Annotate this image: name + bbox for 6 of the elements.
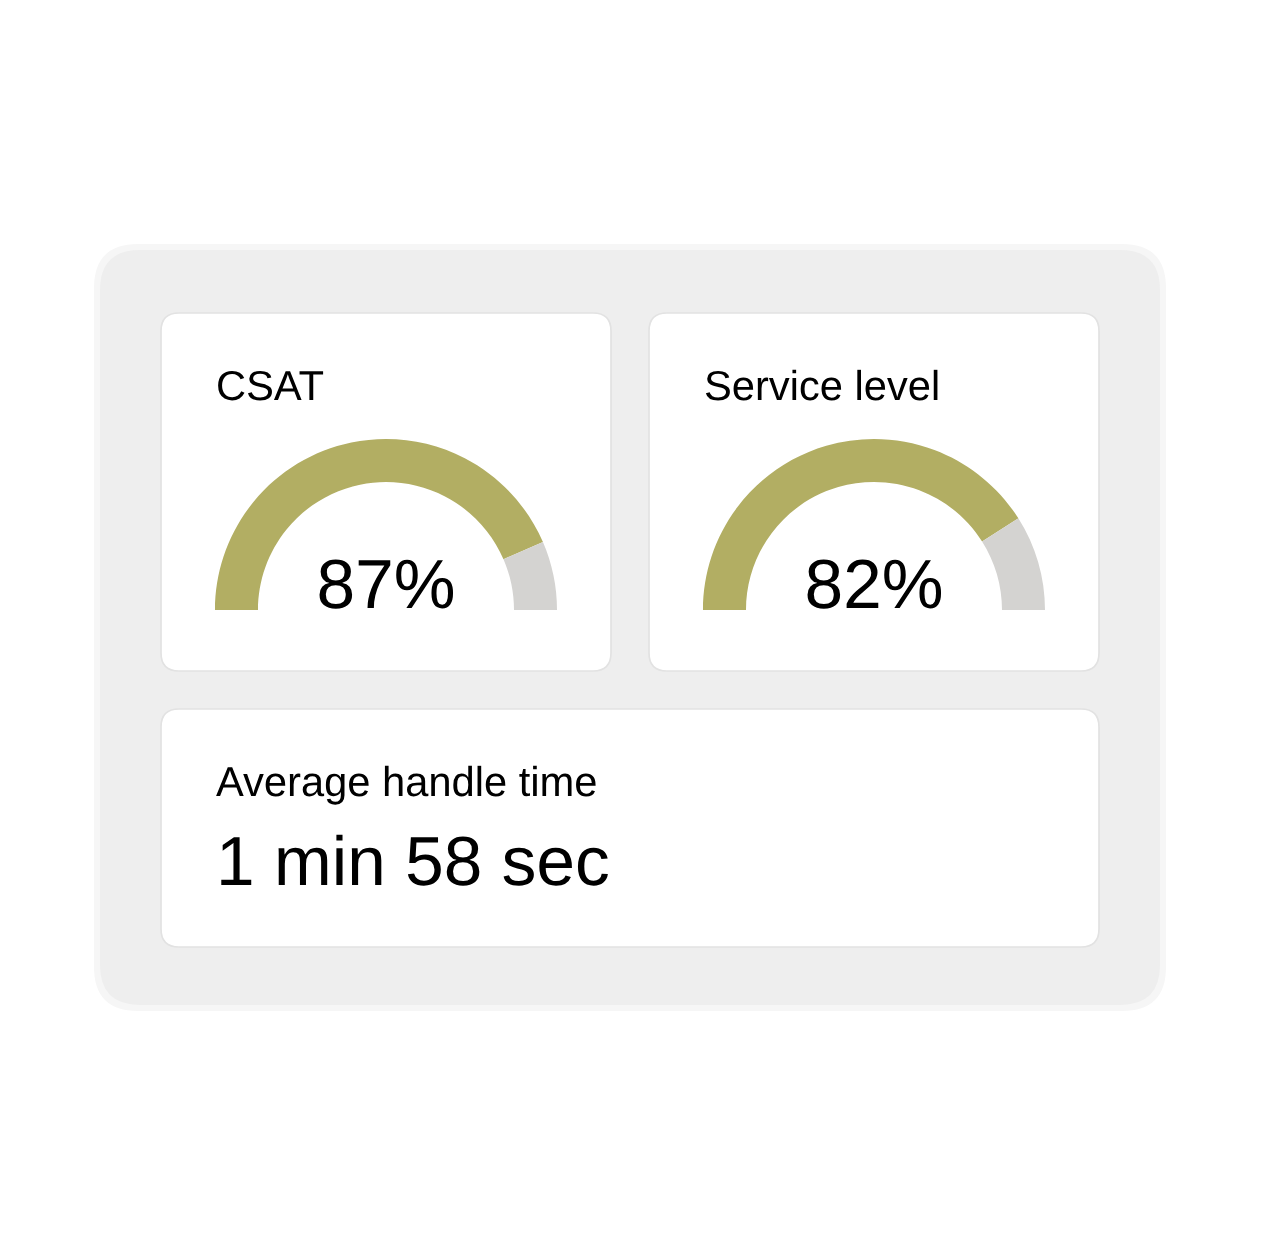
data-label: 87% (319, 559, 454, 609)
text: Average handle time (216, 765, 596, 805)
data-label: 82% (807, 559, 942, 609)
chart-title: CSAT (218, 370, 324, 401)
text: 1 min 58 sec (221, 834, 608, 886)
chart-title: Service level (705, 369, 938, 401)
